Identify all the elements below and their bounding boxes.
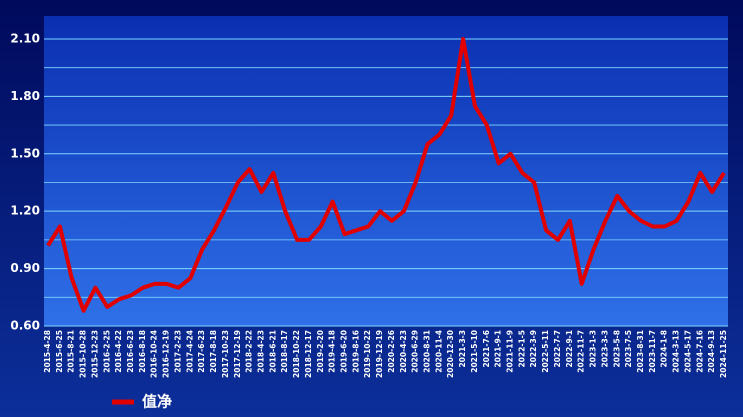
- x-tick-label: 2020-8-31: [423, 330, 432, 373]
- x-tick-label: 2019-12-19: [375, 330, 384, 378]
- x-tick-label: 2023-1-3: [589, 330, 598, 368]
- plot-area: [44, 16, 728, 326]
- x-tick-label: 2015-10-28: [79, 330, 88, 378]
- x-tick-label: 2015-8-21: [67, 330, 76, 373]
- x-tick-label: 2022-11-7: [577, 330, 586, 373]
- x-tick-label: 2018-4-23: [256, 330, 265, 373]
- x-tick-label: 2021-9-1: [494, 330, 503, 368]
- x-tick-label: 2023-5-8: [612, 330, 621, 368]
- x-tick-label: 2017-6-23: [197, 330, 206, 373]
- x-tick-label: 2022-5-11: [541, 330, 550, 373]
- x-tick-label: 2024-7-16: [695, 330, 704, 373]
- x-tick-label: 2016-2-25: [102, 330, 111, 373]
- y-tick-label: 1.50: [10, 146, 40, 160]
- x-tick-label: 2019-6-20: [339, 330, 348, 373]
- x-tick-label: 2019-8-16: [351, 330, 360, 373]
- x-tick-label: 2015-4-28: [43, 330, 52, 373]
- x-tick-label: 2016-6-23: [126, 330, 135, 373]
- x-tick-label: 2019-4-18: [328, 330, 337, 373]
- x-tick-label: 2016-10-24: [150, 330, 159, 378]
- x-tick-label: 2018-2-22: [245, 330, 254, 373]
- x-tick-label: 2017-10-23: [221, 330, 230, 378]
- x-tick-label: 2017-12-19: [233, 330, 242, 378]
- x-tick-label: 2023-11-7: [648, 330, 657, 373]
- x-tick-label: 2016-4-22: [114, 330, 123, 373]
- x-tick-label: 2018-10-22: [292, 330, 301, 378]
- x-tick-label: 2018-12-17: [304, 330, 313, 378]
- x-tick-label: 2024-1-8: [660, 330, 669, 368]
- x-tick-label: 2023-7-5: [624, 330, 633, 368]
- x-tick-label: 2020-2-26: [387, 330, 396, 373]
- x-tick-label: 2020-6-29: [411, 330, 420, 373]
- x-tick-label: 2016-12-19: [162, 330, 171, 378]
- x-tick-label: 2019-10-22: [363, 330, 372, 378]
- x-tick-label: 2022-3-9: [529, 330, 538, 368]
- x-tick-label: 2015-12-23: [90, 330, 99, 378]
- x-tick-label: 2022-1-5: [517, 330, 526, 368]
- y-tick-label: 0.90: [10, 261, 40, 275]
- x-tick-label: 2024-3-13: [672, 330, 681, 373]
- x-tick-label: 2017-2-23: [173, 330, 182, 373]
- x-tick-label: 2021-11-9: [506, 330, 515, 373]
- line-series: [46, 37, 726, 313]
- x-tick-label: 2020-12-30: [446, 330, 455, 378]
- x-tick-label: 2024-9-13: [707, 330, 716, 373]
- x-tick-label: 2020-4-23: [399, 330, 408, 373]
- x-tick-label: 2015-6-25: [55, 330, 64, 373]
- y-tick-label: 1.20: [10, 204, 40, 218]
- x-tick-label: 2022-9-1: [565, 330, 574, 368]
- x-tick-label: 2021-5-10: [470, 330, 479, 373]
- y-tick-label: 2.10: [10, 31, 40, 45]
- x-tick-label: 2021-7-6: [482, 330, 491, 368]
- x-tick-label: 2017-8-18: [209, 330, 218, 373]
- x-tick-label: 2016-8-18: [138, 330, 147, 373]
- x-tick-label: 2024-11-25: [719, 330, 728, 378]
- y-tick-label: 0.60: [10, 319, 40, 333]
- x-tick-label: 2018-8-17: [280, 330, 289, 373]
- x-tick-label: 2019-2-20: [316, 330, 325, 373]
- x-tick-label: 2023-3-3: [600, 330, 609, 368]
- x-tick-label: 2021-3-3: [458, 330, 467, 368]
- x-tick-label: 2024-5-17: [683, 330, 692, 373]
- x-tick-label: 2017-4-24: [185, 330, 194, 373]
- y-tick-label: 1.80: [10, 89, 40, 103]
- x-tick-label: 2018-6-21: [268, 330, 277, 373]
- x-tick-label: 2023-8-31: [636, 330, 645, 373]
- x-tick-label: 2020-11-4: [434, 330, 443, 373]
- legend-label: 值净: [142, 393, 172, 411]
- x-tick-label: 2022-7-7: [553, 330, 562, 368]
